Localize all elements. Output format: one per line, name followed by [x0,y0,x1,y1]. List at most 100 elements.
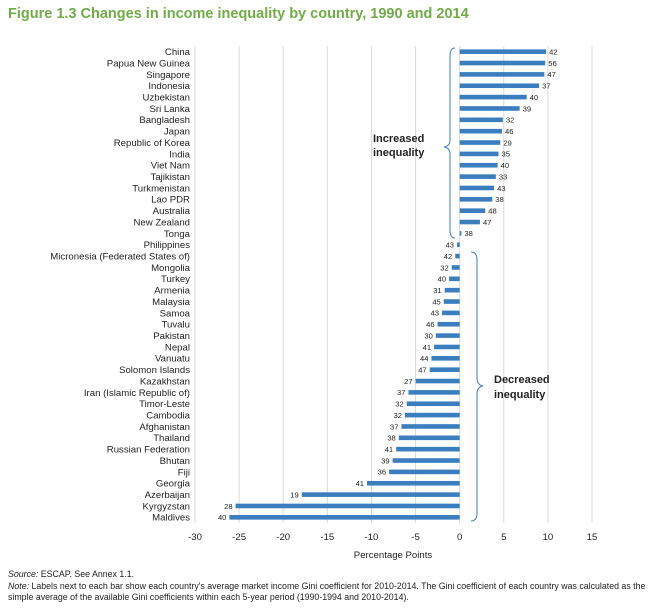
category-label: Singapore [146,70,190,81]
bar [459,128,503,134]
data-label: 41 [356,479,364,488]
data-label: 30 [424,331,432,340]
category-label: China [165,47,191,58]
x-tick-label: -20 [276,532,290,543]
bar [459,117,503,123]
bar [459,49,547,54]
category-label: Afghanistan [139,422,190,433]
category-label: Nepal [165,342,190,353]
data-label: 47 [547,70,555,79]
bar [401,424,460,429]
data-label: 37 [390,422,398,431]
bar [449,276,460,282]
bar [434,344,460,350]
data-label: 39 [523,104,531,113]
data-label: 41 [385,445,393,454]
data-label: 27 [404,377,412,386]
category-label: Bangladesh [139,115,190,126]
x-tick-label: -10 [365,532,379,543]
data-label: 42 [444,252,452,261]
category-label: Vanuatu [155,354,190,365]
x-tick-label: -30 [188,532,202,543]
category-label: Cambodia [146,411,190,422]
data-label: 43 [497,184,505,193]
data-label: 46 [426,320,434,329]
bar [429,367,460,372]
increased-label-line2: inequality [373,147,425,159]
bar [457,242,460,248]
bar [459,140,501,145]
x-tick-labels: -30 -25 -20 -15 -10 -5 0 5 10 15 [188,532,597,543]
category-label: Japan [164,127,190,138]
bar [459,106,520,111]
category-label: Papua New Guinea [107,58,191,69]
bar [389,469,460,475]
bar [459,162,498,168]
category-label: Malaysia [152,297,191,308]
x-tick-label: -15 [320,532,334,543]
figure-title: Figure 1.3 Changes in income inequality … [8,6,469,22]
data-label: 32 [395,400,403,409]
bar [301,492,460,497]
category-label: Bhutan [160,456,190,467]
data-label: 43 [431,309,439,318]
data-label: 47 [418,365,426,374]
increased-brace [443,47,456,239]
category-label: Solomon Islands [119,365,190,376]
category-label: Azerbaijan [145,490,190,501]
source-text: ESCAP. See Annex 1.1. [40,569,135,579]
category-label: Georgia [156,479,191,490]
category-label: Turkey [161,274,190,285]
source-label: Source: [8,569,39,579]
bar [406,401,460,407]
data-label: 38 [387,434,395,443]
x-axis-label: Percentage Points [354,550,433,561]
data-label: 44 [420,354,428,363]
data-label: 43 [446,241,454,250]
data-label: 33 [499,172,507,181]
bar [443,299,460,304]
bar [367,480,460,486]
category-label: Fiji [178,467,190,478]
bar [459,83,540,89]
data-label: 28 [224,502,232,511]
data-label: 41 [423,343,431,352]
data-label: 40 [438,275,446,284]
x-tick-label: 5 [501,532,506,543]
data-label: 45 [432,297,440,306]
category-label: Indonesia [148,81,190,92]
bar [229,515,460,520]
category-label: Thailand [153,433,190,444]
bar [404,412,460,418]
decreased-label-line1: Decreased [494,374,550,386]
bar [459,94,527,100]
category-label: Republic of Korea [114,138,191,149]
bar [459,208,486,213]
bar [442,310,460,316]
category-label: Lao PDR [151,195,190,206]
bar [459,72,545,77]
data-label: 48 [488,206,496,215]
data-label: 32 [440,263,448,272]
gridlines [194,46,593,523]
data-label: 31 [433,286,441,295]
category-label: Uzbekistan [143,93,190,104]
data-label: 19 [290,490,298,499]
data-label: 37 [397,388,405,397]
bar [459,60,546,66]
category-label: Maldives [152,513,190,524]
bar [455,253,460,259]
x-tick-label: -25 [232,532,246,543]
data-label: 32 [394,411,402,420]
data-label: 46 [505,127,513,136]
category-label: Timor-Leste [139,399,190,410]
bar [459,219,480,225]
bar-series [229,49,547,520]
category-label: Kyrgyzstan [143,501,190,512]
bar [459,197,493,202]
category-label: Viet Nam [151,161,190,172]
bar [415,378,460,384]
data-labels: 42 56 47 37 40 39 32 46 29 35 40 33 43 38 48 47 38 43 42 32… [218,47,558,522]
data-label: 32 [506,116,514,125]
